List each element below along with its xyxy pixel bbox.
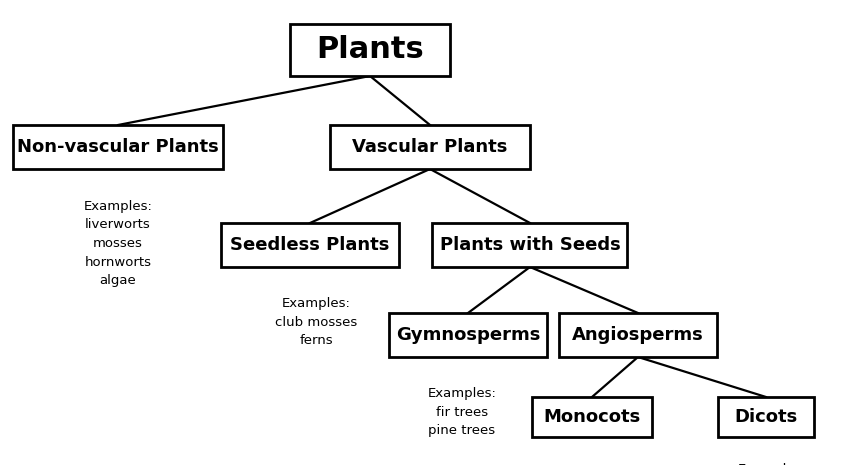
FancyBboxPatch shape bbox=[13, 125, 223, 169]
Text: Examples:
fir trees
pine trees: Examples: fir trees pine trees bbox=[427, 387, 496, 437]
Text: Examples:
vegetables
flowers: Examples: vegetables flowers bbox=[734, 463, 808, 465]
FancyBboxPatch shape bbox=[531, 397, 651, 437]
Text: Examples:
club mosses
ferns: Examples: club mosses ferns bbox=[275, 297, 357, 347]
Text: Plants: Plants bbox=[316, 35, 423, 65]
Text: Seedless Plants: Seedless Plants bbox=[230, 236, 389, 254]
Text: Monocots: Monocots bbox=[543, 408, 640, 426]
Text: Non-vascular Plants: Non-vascular Plants bbox=[17, 138, 218, 156]
FancyBboxPatch shape bbox=[290, 24, 450, 76]
Text: Plants with Seeds: Plants with Seeds bbox=[439, 236, 619, 254]
FancyBboxPatch shape bbox=[389, 313, 547, 357]
FancyBboxPatch shape bbox=[221, 223, 398, 267]
Text: Vascular Plants: Vascular Plants bbox=[352, 138, 507, 156]
FancyBboxPatch shape bbox=[717, 397, 813, 437]
FancyBboxPatch shape bbox=[432, 223, 627, 267]
FancyBboxPatch shape bbox=[329, 125, 530, 169]
FancyBboxPatch shape bbox=[559, 313, 717, 357]
Text: Dicots: Dicots bbox=[734, 408, 797, 426]
Text: Angiosperms: Angiosperms bbox=[572, 326, 703, 344]
Text: Examples:
liverworts
mosses
hornworts
algae: Examples: liverworts mosses hornworts al… bbox=[84, 200, 152, 287]
Text: Gymnosperms: Gymnosperms bbox=[395, 326, 540, 344]
